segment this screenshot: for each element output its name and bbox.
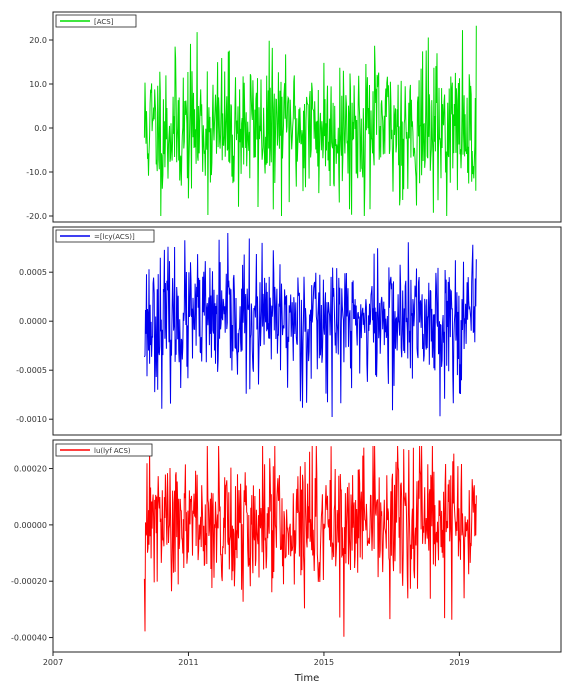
panel-acs-frame [52, 11, 562, 223]
y-tick-label: 0.0000 [19, 317, 47, 326]
x-tick-label: 2007 [43, 658, 63, 667]
panel-lcy-acs: 0.0005 0.0000 -0.0005 -0.0010 =[lcy(ACS)] [16, 226, 562, 436]
x-axis-ticks: 2007 2011 2015 2019 [43, 652, 470, 667]
panel-lcy-acs-frame [52, 226, 562, 436]
legend-label: =[lcy(ACS)] [94, 233, 135, 241]
legend-label: [ACS] [94, 18, 114, 26]
y-tick-label: -0.00020 [11, 577, 47, 586]
y-tick-label: -20.0 [26, 212, 47, 221]
panel-acs-y-ticks: 20.0 10.0 0.0 -10.0 -20.0 [26, 36, 53, 221]
panel-lyf-acs-y-ticks: 0.00020 0.00000 -0.00020 -0.00040 [11, 465, 53, 643]
x-axis-title: Time [294, 673, 319, 684]
y-tick-label: 0.0 [34, 124, 47, 133]
legend-label: lu(lyf ACS) [94, 447, 131, 455]
y-tick-label: 0.0005 [19, 268, 47, 277]
legend-box [55, 229, 155, 243]
y-tick-label: -0.0005 [16, 366, 47, 375]
panel-acs-series-line [143, 25, 477, 217]
x-tick-label: 2011 [178, 658, 198, 667]
panel-lyf-acs-frame [52, 439, 562, 653]
x-tick-label: 2015 [314, 658, 334, 667]
y-tick-label: -0.0010 [16, 415, 47, 424]
legend-box [55, 443, 153, 457]
y-tick-label: 0.00000 [14, 521, 47, 530]
y-tick-label: 20.0 [29, 36, 47, 45]
legend-box [55, 14, 137, 28]
panel-lcy-acs-series-line [143, 232, 477, 418]
panel-lcy-acs-legend: =[lcy(ACS)] [55, 229, 155, 243]
panel-lyf-acs: 0.00020 0.00000 -0.00020 -0.00040 lu(lyf AC… [11, 439, 562, 653]
y-tick-label: 0.00020 [14, 465, 47, 474]
panel-lcy-acs-y-ticks: 0.0005 0.0000 -0.0005 -0.0010 [16, 268, 53, 424]
panel-lyf-acs-series-line [143, 445, 477, 637]
panel-lyf-acs-legend: lu(lyf ACS) [55, 443, 153, 457]
y-tick-label: 10.0 [29, 80, 47, 89]
x-tick-label: 2019 [449, 658, 469, 667]
y-tick-label: -0.00040 [11, 634, 47, 643]
panel-acs-legend: [ACS] [55, 14, 137, 28]
y-tick-label: -10.0 [26, 168, 47, 177]
panel-acs: 20.0 10.0 0.0 -10.0 -20.0 [ACS] [26, 11, 562, 223]
